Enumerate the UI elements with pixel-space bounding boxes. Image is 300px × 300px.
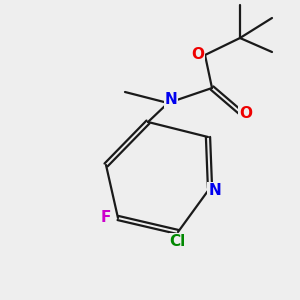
Text: O: O xyxy=(191,47,204,62)
Text: Cl: Cl xyxy=(169,233,185,248)
Text: O: O xyxy=(239,106,252,121)
Text: F: F xyxy=(101,210,111,225)
Text: N: N xyxy=(165,92,177,107)
Text: N: N xyxy=(208,183,221,198)
